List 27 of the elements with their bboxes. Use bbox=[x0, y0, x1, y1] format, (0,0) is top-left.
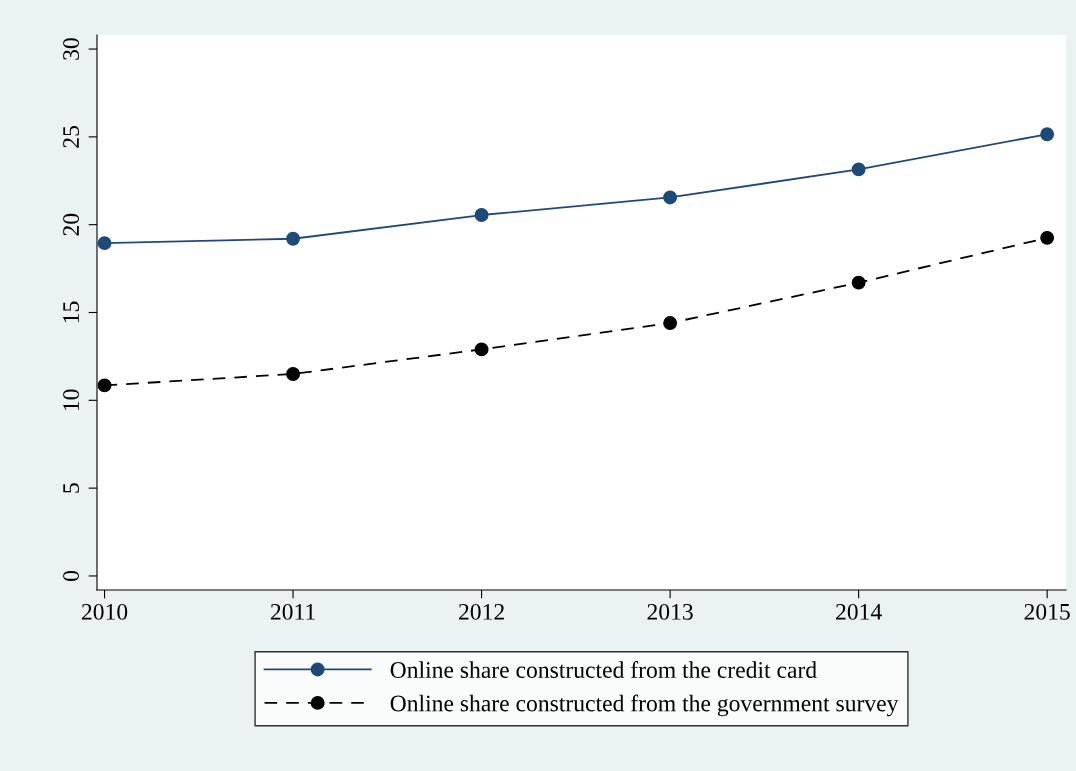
x-tick-label: 2013 bbox=[647, 603, 693, 620]
point bbox=[474, 342, 489, 357]
y-tick-label: 0 bbox=[63, 570, 80, 581]
point bbox=[851, 162, 866, 177]
x-tick-label: 2010 bbox=[81, 603, 128, 620]
point bbox=[663, 316, 678, 330]
x-tick-label: 2014 bbox=[836, 603, 882, 620]
y-tick-label: 15 bbox=[63, 301, 80, 323]
point bbox=[851, 275, 866, 290]
x-tick-label: 2015 bbox=[1024, 603, 1070, 620]
point bbox=[97, 378, 112, 393]
y-tick-label: 5 bbox=[63, 483, 80, 493]
x-tick-label: 2012 bbox=[459, 603, 504, 620]
y-tick-label: 10 bbox=[63, 389, 80, 411]
point bbox=[1040, 127, 1055, 142]
point bbox=[286, 367, 301, 381]
point bbox=[663, 190, 678, 205]
y-tick-label: 25 bbox=[63, 125, 80, 148]
y-tick-label: 20 bbox=[63, 213, 80, 236]
legend-label: Online share constructed from the credit card bbox=[390, 661, 817, 678]
legend-label: Online share constructed from the government survey bbox=[390, 694, 899, 717]
x-tick-label: 2011 bbox=[270, 603, 315, 620]
point bbox=[474, 208, 489, 222]
point bbox=[1040, 230, 1055, 245]
point bbox=[97, 236, 112, 251]
y-tick-label: 30 bbox=[63, 38, 80, 60]
point bbox=[286, 231, 301, 246]
